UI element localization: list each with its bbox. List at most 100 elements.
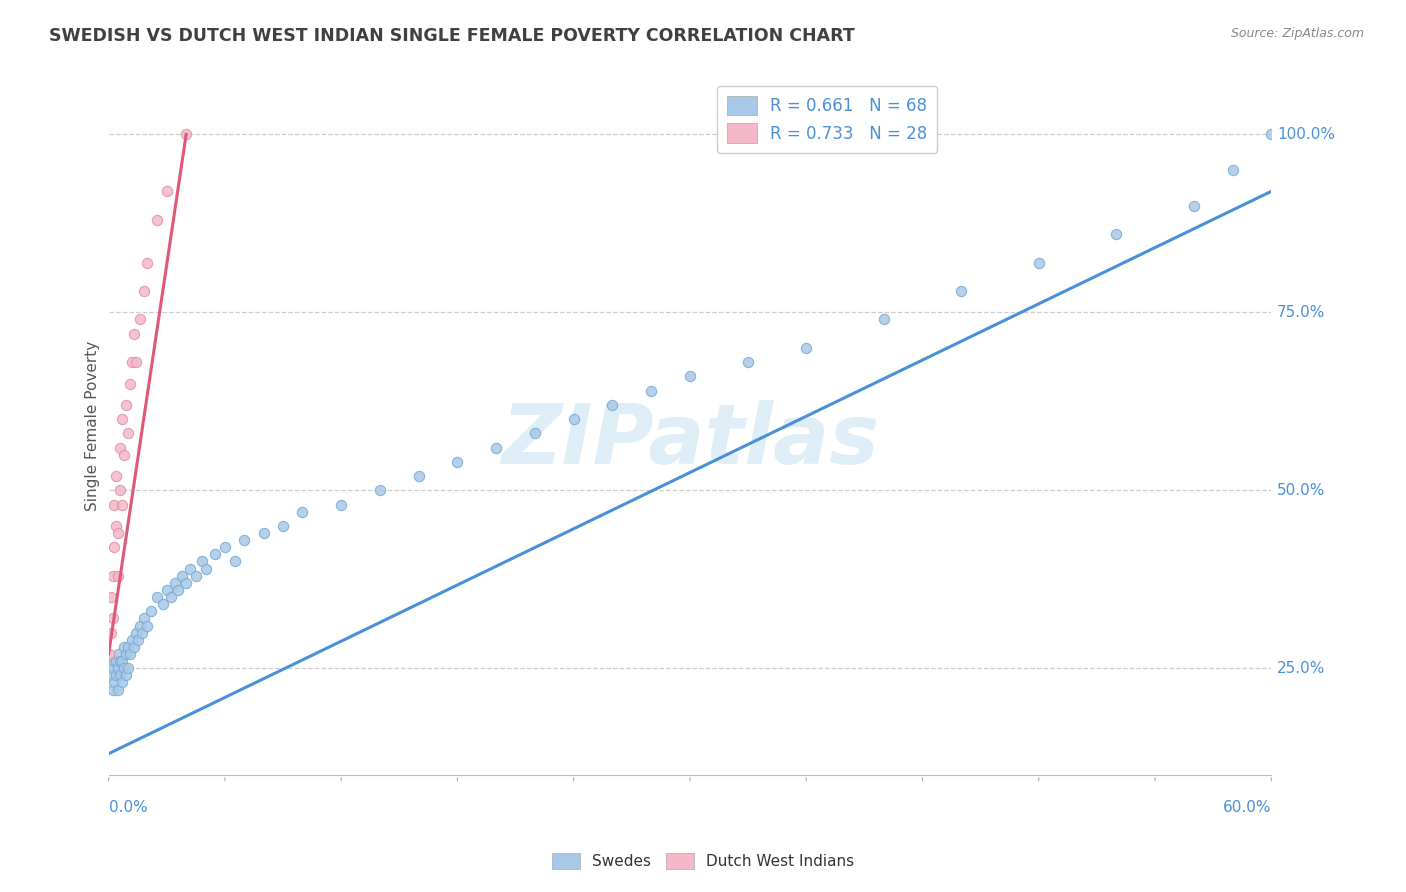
- Point: [100, 668, 122, 682]
- Text: 75.0%: 75.0%: [1277, 305, 1326, 320]
- Text: 100.0%: 100.0%: [1277, 127, 1336, 142]
- Point: [101, 611, 124, 625]
- Y-axis label: Single Female Poverty: Single Female Poverty: [86, 341, 100, 511]
- Point: [167, 582, 190, 597]
- Point: [117, 640, 139, 654]
- Point: [125, 355, 148, 369]
- Point: [156, 582, 179, 597]
- Point: [1105, 227, 1128, 241]
- Point: [122, 326, 145, 341]
- Text: ZIPatlas: ZIPatlas: [501, 400, 879, 481]
- Point: [101, 568, 124, 582]
- Point: [132, 284, 155, 298]
- Point: [1260, 128, 1282, 142]
- Point: [107, 682, 129, 697]
- Point: [737, 355, 759, 369]
- Point: [111, 498, 134, 512]
- Point: [115, 668, 138, 682]
- Point: [523, 426, 546, 441]
- Point: [105, 519, 128, 533]
- Point: [121, 632, 143, 647]
- Legend: R = 0.661   N = 68, R = 0.733   N = 28: R = 0.661 N = 68, R = 0.733 N = 28: [717, 86, 938, 153]
- Point: [485, 441, 508, 455]
- Point: [131, 625, 153, 640]
- Point: [291, 505, 314, 519]
- Point: [100, 625, 122, 640]
- Point: [146, 212, 169, 227]
- Point: [107, 526, 129, 541]
- Point: [156, 184, 179, 198]
- Point: [117, 426, 139, 441]
- Point: [101, 661, 124, 675]
- Point: [602, 398, 624, 412]
- Point: [97, 647, 120, 661]
- Point: [111, 654, 134, 668]
- Point: [271, 519, 294, 533]
- Text: Source: ZipAtlas.com: Source: ZipAtlas.com: [1230, 27, 1364, 40]
- Point: [190, 554, 212, 568]
- Point: [117, 661, 139, 675]
- Point: [112, 448, 135, 462]
- Point: [128, 618, 150, 632]
- Point: [204, 547, 226, 561]
- Point: [640, 384, 662, 398]
- Point: [103, 654, 125, 668]
- Point: [118, 647, 141, 661]
- Point: [110, 654, 132, 668]
- Point: [179, 561, 201, 575]
- Point: [408, 469, 430, 483]
- Point: [110, 483, 132, 498]
- Point: [107, 661, 129, 675]
- Point: [105, 668, 128, 682]
- Point: [152, 597, 174, 611]
- Point: [103, 541, 125, 555]
- Point: [103, 675, 125, 690]
- Point: [110, 668, 132, 682]
- Point: [110, 441, 132, 455]
- Point: [873, 312, 896, 326]
- Point: [132, 611, 155, 625]
- Point: [950, 284, 973, 298]
- Text: 0.0%: 0.0%: [108, 800, 148, 815]
- Point: [136, 618, 159, 632]
- Text: SWEDISH VS DUTCH WEST INDIAN SINGLE FEMALE POVERTY CORRELATION CHART: SWEDISH VS DUTCH WEST INDIAN SINGLE FEMA…: [49, 27, 855, 45]
- Point: [163, 575, 186, 590]
- Point: [115, 398, 138, 412]
- Point: [679, 369, 702, 384]
- Point: [111, 675, 134, 690]
- Point: [127, 632, 149, 647]
- Point: [794, 341, 817, 355]
- Point: [103, 498, 125, 512]
- Point: [194, 561, 217, 575]
- Point: [214, 541, 236, 555]
- Point: [159, 590, 181, 604]
- Point: [1028, 255, 1050, 269]
- Point: [368, 483, 391, 498]
- Point: [128, 312, 150, 326]
- Point: [107, 568, 129, 582]
- Point: [105, 654, 128, 668]
- Point: [111, 412, 134, 426]
- Point: [125, 625, 148, 640]
- Point: [101, 682, 124, 697]
- Point: [1182, 198, 1205, 212]
- Point: [253, 526, 276, 541]
- Point: [107, 647, 129, 661]
- Point: [118, 376, 141, 391]
- Point: [174, 575, 197, 590]
- Point: [446, 455, 468, 469]
- Point: [141, 604, 163, 618]
- Point: [184, 568, 207, 582]
- Text: 60.0%: 60.0%: [1223, 800, 1271, 815]
- Point: [172, 568, 194, 582]
- Point: [174, 128, 197, 142]
- Point: [146, 590, 169, 604]
- Point: [136, 255, 159, 269]
- Point: [330, 498, 353, 512]
- Point: [1222, 163, 1244, 178]
- Point: [115, 647, 138, 661]
- Point: [224, 554, 246, 568]
- Text: 50.0%: 50.0%: [1277, 483, 1326, 498]
- Text: 25.0%: 25.0%: [1277, 661, 1326, 676]
- Point: [562, 412, 585, 426]
